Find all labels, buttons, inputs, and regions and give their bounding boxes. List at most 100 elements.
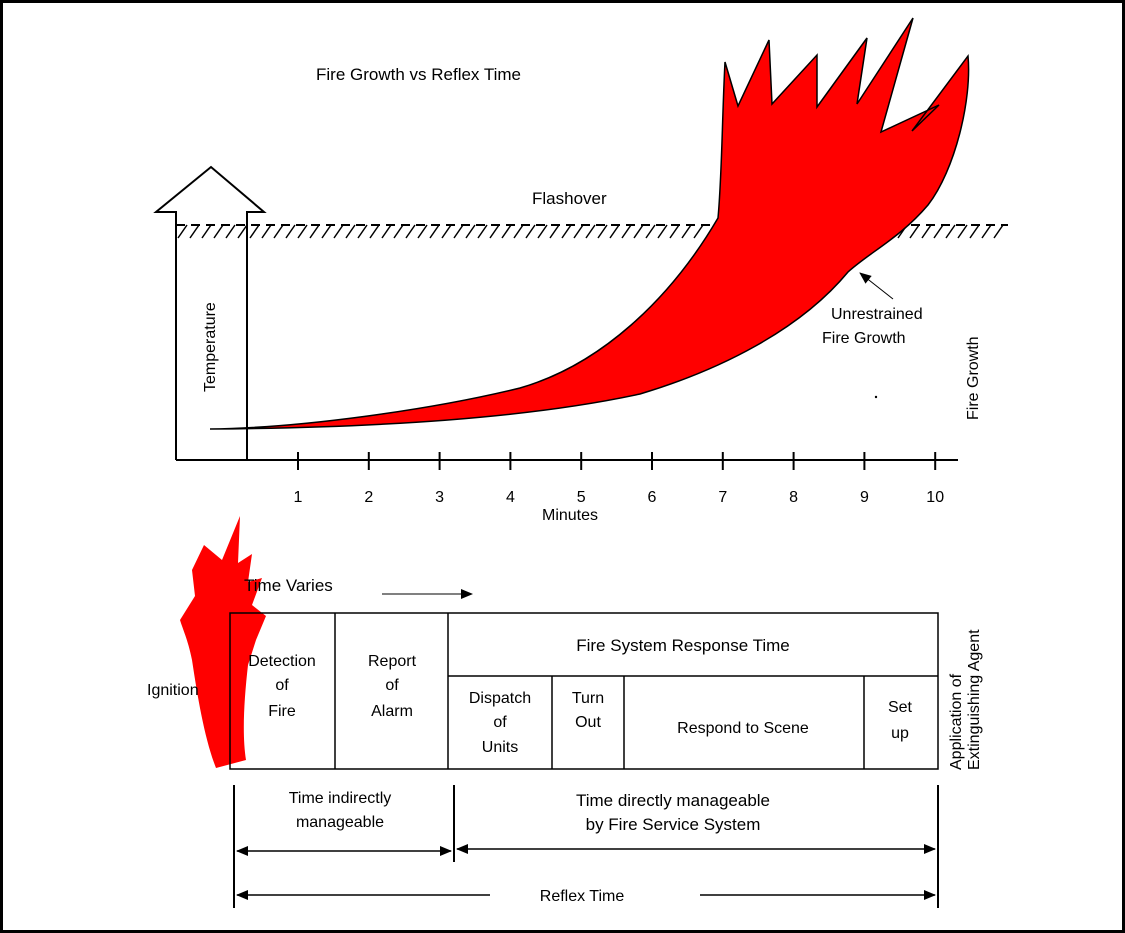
- phase-report: Report of Alarm: [368, 653, 417, 720]
- hatch-mark: [346, 225, 355, 238]
- hatch-mark: [298, 225, 307, 238]
- hatch-mark: [478, 225, 487, 238]
- hatch-mark: [382, 225, 391, 238]
- hatch-mark: [190, 225, 199, 238]
- hatch-mark: [658, 225, 667, 238]
- svg-text:Report: Report: [368, 653, 417, 670]
- hatch-mark: [310, 225, 319, 238]
- x-tick-label: 9: [860, 489, 869, 506]
- direct-label-2: by Fire Service System: [586, 815, 761, 834]
- x-axis-label: Minutes: [542, 507, 598, 524]
- svg-text:Fire: Fire: [268, 703, 296, 720]
- svg-text:Out: Out: [575, 714, 601, 731]
- phase-setup: Set up: [888, 699, 913, 742]
- hatch-mark: [550, 225, 559, 238]
- hatch-mark: [394, 225, 403, 238]
- hatch-mark: [322, 225, 331, 238]
- hatch-mark: [958, 225, 967, 238]
- indirect-label-1: Time indirectly: [289, 790, 392, 807]
- x-tick-label: 8: [789, 489, 798, 506]
- application-label-2: Extinguishing Agent: [966, 629, 983, 770]
- hatch-mark: [286, 225, 295, 238]
- hatch-mark: [358, 225, 367, 238]
- unrestrained-label-2: Fire Growth: [822, 330, 906, 347]
- x-tick-label: 4: [506, 489, 515, 506]
- unrestrained-label-1: Unrestrained: [831, 306, 923, 323]
- hatch-mark: [922, 225, 931, 238]
- application-label-1: Application of: [948, 673, 965, 770]
- hatch-mark: [430, 225, 439, 238]
- hatch-mark: [274, 225, 283, 238]
- hatch-mark: [526, 225, 535, 238]
- hatch-mark: [418, 225, 427, 238]
- svg-text:Units: Units: [482, 739, 518, 756]
- ignition-label: Ignition: [147, 682, 199, 699]
- x-tick-label: 10: [926, 489, 944, 506]
- phase-detection: Detection of Fire: [248, 653, 316, 720]
- hatch-mark: [670, 225, 679, 238]
- time-varies-label: Time Varies: [244, 576, 333, 595]
- x-tick-label: 5: [577, 489, 586, 506]
- phase-respond: Respond to Scene: [677, 720, 809, 737]
- fire-growth-label: Fire Growth: [965, 336, 982, 420]
- hatch-mark: [490, 225, 499, 238]
- x-tick-label: 1: [294, 489, 303, 506]
- x-tick-label: 7: [718, 489, 727, 506]
- hatch-mark: [538, 225, 547, 238]
- direct-label-1: Time directly manageable: [576, 791, 770, 810]
- svg-text:up: up: [891, 725, 909, 742]
- hatch-mark: [466, 225, 475, 238]
- hatch-mark: [178, 225, 187, 238]
- hatch-mark: [586, 225, 595, 238]
- hatch-mark: [970, 225, 979, 238]
- hatch-mark: [454, 225, 463, 238]
- hatch-mark: [982, 225, 991, 238]
- svg-text:Alarm: Alarm: [371, 703, 413, 720]
- hatch-mark: [334, 225, 343, 238]
- svg-text:Detection: Detection: [248, 653, 316, 670]
- svg-text:Dispatch: Dispatch: [469, 690, 531, 707]
- hatch-mark: [622, 225, 631, 238]
- hatch-mark: [610, 225, 619, 238]
- hatch-mark: [502, 225, 511, 238]
- hatch-mark: [910, 225, 919, 238]
- hatch-mark: [370, 225, 379, 238]
- hatch-mark: [202, 225, 211, 238]
- hatch-mark: [598, 225, 607, 238]
- x-tick-label: 2: [364, 489, 373, 506]
- hatch-mark: [442, 225, 451, 238]
- hatch-mark: [646, 225, 655, 238]
- hatch-mark: [262, 225, 271, 238]
- svg-text:of: of: [275, 677, 289, 694]
- svg-text:of: of: [385, 677, 399, 694]
- x-tick-label: 6: [648, 489, 657, 506]
- svg-text:of: of: [493, 714, 507, 731]
- hatch-mark: [250, 225, 259, 238]
- hatch-mark: [562, 225, 571, 238]
- hatch-mark: [934, 225, 943, 238]
- x-tick-label: 3: [435, 489, 444, 506]
- hatch-mark: [694, 225, 703, 238]
- hatch-mark: [634, 225, 643, 238]
- hatch-mark: [574, 225, 583, 238]
- reflex-label: Reflex Time: [540, 888, 625, 905]
- chart-title: Fire Growth vs Reflex Time: [316, 65, 521, 84]
- phase-turnout: Turn Out: [572, 690, 604, 731]
- temperature-label: Temperature: [202, 302, 219, 392]
- hatch-mark: [514, 225, 523, 238]
- hatch-mark: [682, 225, 691, 238]
- hatch-mark: [406, 225, 415, 238]
- hatch-mark: [214, 225, 223, 238]
- ignition-flame: [180, 516, 266, 768]
- flashover-label: Flashover: [532, 189, 607, 208]
- hatch-mark: [994, 225, 1003, 238]
- dot-mark: [875, 396, 877, 398]
- indirect-label-2: manageable: [296, 814, 384, 831]
- svg-text:Set: Set: [888, 699, 913, 716]
- hatch-mark: [226, 225, 235, 238]
- response-header: Fire System Response Time: [576, 636, 790, 655]
- hatch-mark: [946, 225, 955, 238]
- phase-dispatch: Dispatch of Units: [469, 690, 531, 756]
- hatch-mark: [238, 225, 247, 238]
